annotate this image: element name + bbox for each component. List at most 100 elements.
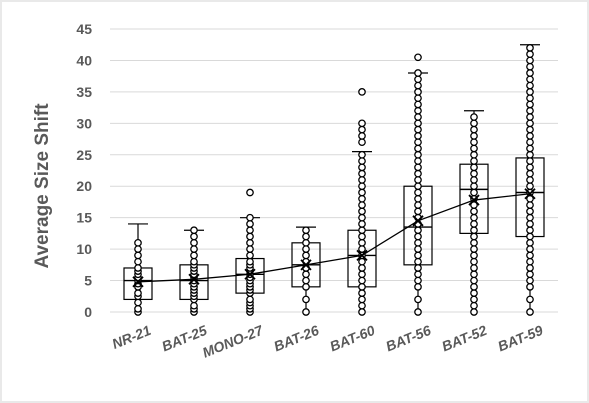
data-point xyxy=(134,251,142,260)
y-axis-ticks: 0 5 10 15 20 25 30 35 40 45 xyxy=(76,21,92,320)
data-point xyxy=(414,119,422,128)
data-point xyxy=(526,251,534,260)
data-point xyxy=(414,226,422,235)
data-point xyxy=(526,150,534,159)
data-point xyxy=(414,201,422,209)
data-point xyxy=(414,257,422,266)
data-point xyxy=(414,295,422,304)
data-point xyxy=(526,69,534,77)
x-category-label: BAT-56 xyxy=(383,322,433,355)
data-point xyxy=(470,150,478,159)
data-point xyxy=(414,238,422,247)
data-point xyxy=(414,232,422,241)
data-point xyxy=(526,125,534,134)
data-point xyxy=(414,194,422,203)
y-tick-label: 45 xyxy=(76,21,92,37)
data-point xyxy=(302,308,310,316)
data-point xyxy=(358,194,366,203)
data-point xyxy=(470,169,478,178)
data-point xyxy=(526,113,534,121)
data-point xyxy=(414,94,422,103)
data-point xyxy=(526,106,534,115)
data-point xyxy=(414,264,422,272)
data-point xyxy=(526,44,534,52)
data-point xyxy=(302,270,310,279)
data-point xyxy=(358,207,366,216)
data-point xyxy=(470,276,478,285)
data-point xyxy=(526,232,534,241)
data-point xyxy=(302,238,310,247)
data-point xyxy=(190,245,198,253)
data-point xyxy=(414,245,422,253)
data-point xyxy=(414,176,422,184)
data-point xyxy=(358,276,366,285)
boxes xyxy=(123,44,545,312)
data-point xyxy=(414,53,422,62)
mean-marker xyxy=(412,215,424,227)
data-point xyxy=(470,188,478,197)
data-point xyxy=(414,207,422,216)
data-point xyxy=(358,220,366,228)
data-point xyxy=(358,264,366,272)
data-point xyxy=(302,282,310,291)
data-point xyxy=(526,88,534,96)
data-point xyxy=(414,282,422,291)
data-point xyxy=(414,169,422,178)
data-point xyxy=(358,188,366,197)
y-tick-label: 10 xyxy=(76,241,92,257)
data-point xyxy=(470,257,478,266)
data-point xyxy=(302,251,310,260)
data-point xyxy=(470,132,478,140)
data-point xyxy=(358,289,366,297)
data-point xyxy=(526,213,534,222)
data-point xyxy=(470,238,478,247)
data-point xyxy=(358,138,366,147)
data-point xyxy=(358,213,366,222)
x-category-label: BAT-26 xyxy=(271,322,321,355)
data-point xyxy=(134,298,142,307)
data-point xyxy=(246,251,254,260)
data-point xyxy=(414,276,422,285)
data-point xyxy=(134,264,142,272)
y-axis-label: Average Size Shift xyxy=(32,103,53,269)
data-point xyxy=(526,220,534,228)
data-point xyxy=(526,282,534,291)
data-point xyxy=(526,276,534,285)
data-point xyxy=(470,251,478,260)
data-point xyxy=(358,88,366,96)
data-point xyxy=(526,308,534,316)
data-point xyxy=(190,251,198,260)
data-point xyxy=(246,257,254,266)
y-tick-label: 15 xyxy=(76,210,92,226)
data-point xyxy=(302,245,310,253)
data-point xyxy=(414,144,422,153)
data-point xyxy=(246,188,254,197)
data-point xyxy=(246,232,254,241)
data-point xyxy=(470,207,478,216)
data-point xyxy=(470,232,478,241)
data-point xyxy=(470,113,478,121)
x-category-label: NR-21 xyxy=(110,322,154,352)
data-point xyxy=(414,69,422,77)
data-point xyxy=(190,232,198,241)
data-point xyxy=(358,245,366,253)
data-point xyxy=(414,138,422,147)
data-point xyxy=(358,270,366,279)
mean-marker xyxy=(300,259,312,271)
data-point xyxy=(526,295,534,304)
y-tick-label: 20 xyxy=(76,178,92,194)
data-point xyxy=(246,220,254,228)
data-points xyxy=(134,44,534,316)
y-tick-label: 0 xyxy=(84,304,92,320)
data-point xyxy=(414,188,422,197)
data-point xyxy=(526,81,534,90)
data-point xyxy=(470,245,478,253)
data-point xyxy=(470,119,478,128)
data-point xyxy=(470,270,478,279)
data-point xyxy=(358,282,366,291)
data-point xyxy=(526,144,534,153)
data-point xyxy=(414,163,422,172)
y-tick-label: 5 xyxy=(84,273,92,289)
data-point xyxy=(358,157,366,165)
data-point xyxy=(526,62,534,71)
